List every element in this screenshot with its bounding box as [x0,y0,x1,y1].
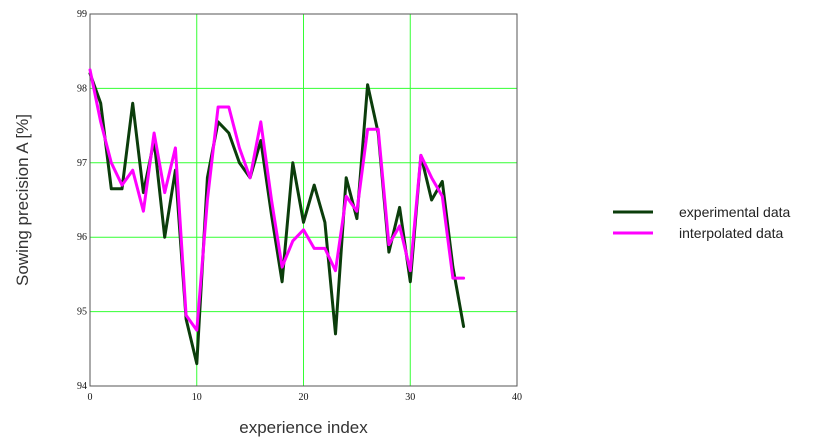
y-tick-label: 96 [77,232,87,243]
series-layer [88,68,466,366]
x-tick-label: 20 [299,392,309,403]
legend: experimental data interpolated data [613,204,791,241]
series-line-2 [88,68,466,332]
grid [90,14,517,386]
x-tick-label: 10 [192,392,202,403]
tick-labels: 0 10 20 30 40 94 95 96 97 98 99 [77,9,522,403]
y-tick-label: 99 [77,9,87,20]
x-tick-label: 40 [512,392,522,403]
x-tick-label: 30 [405,392,415,403]
legend-label-2: interpolated data [679,225,784,241]
y-tick-label: 98 [77,83,87,94]
y-tick-label: 94 [77,381,87,392]
y-axis-title: Sowing precision A [%] [13,114,32,286]
x-axis-title: experience index [239,418,368,437]
series-line-1 [88,72,466,366]
y-tick-label: 97 [77,158,87,169]
plot-frame [89,13,518,387]
legend-label-1: experimental data [679,204,791,220]
x-tick-label: 0 [88,392,93,403]
y-tick-label: 95 [77,307,87,318]
